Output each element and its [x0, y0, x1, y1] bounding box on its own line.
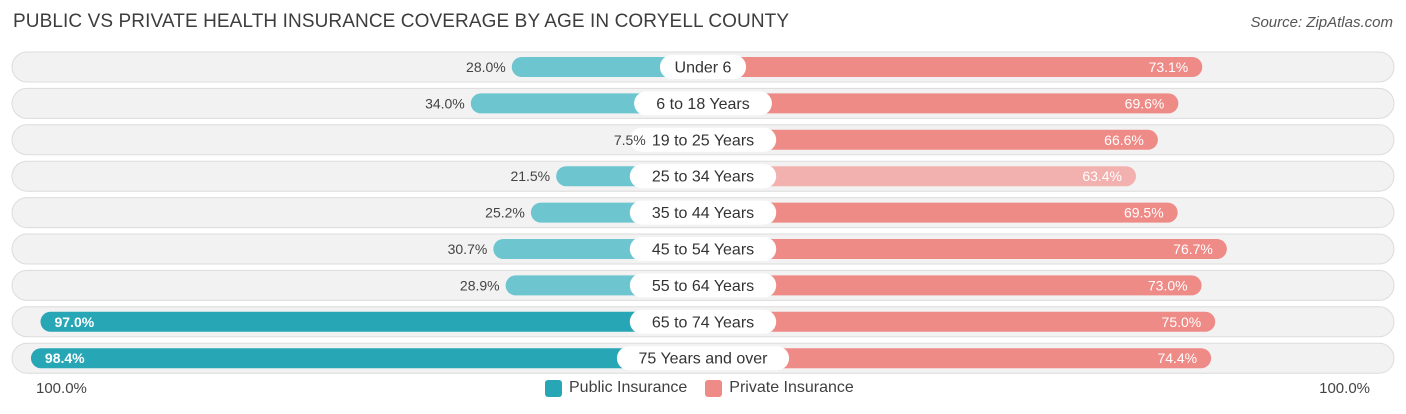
category-label: 55 to 64 Years	[652, 278, 754, 295]
bar-private	[703, 129, 1158, 150]
value-label-public: 25.2%	[485, 205, 525, 221]
category-label: 45 to 54 Years	[652, 242, 754, 259]
bar-private	[703, 348, 1212, 369]
value-label-private: 73.0%	[1148, 277, 1188, 293]
value-label-public: 21.5%	[510, 168, 550, 184]
category-label: 6 to 18 Years	[656, 96, 749, 113]
category-pill	[634, 91, 772, 116]
bar-public	[30, 348, 704, 369]
bar-private	[703, 93, 1179, 114]
category-label: 75 Years and over	[639, 351, 769, 368]
chart-title: PUBLIC VS PRIVATE HEALTH INSURANCE COVER…	[13, 11, 790, 32]
bar-private	[703, 275, 1202, 296]
category-label: 65 to 74 Years	[652, 314, 754, 331]
category-pill	[629, 164, 777, 189]
bar-private	[703, 239, 1227, 259]
bar-public	[40, 311, 704, 332]
category-pill	[659, 55, 747, 79]
value-label-public: 7.5%	[614, 132, 646, 148]
bar-private	[703, 166, 1137, 187]
source-note: Source: ZipAtlas.com	[1250, 14, 1393, 31]
legend: Public Insurance Private Insurance	[545, 379, 872, 397]
value-label-private: 66.6%	[1104, 132, 1144, 148]
bar-public	[511, 57, 703, 77]
value-label-public: 28.0%	[466, 59, 506, 75]
category-pill	[629, 309, 777, 334]
legend-swatch-public	[545, 379, 562, 397]
value-label-private: 73.1%	[1149, 59, 1189, 75]
value-label-private: 63.4%	[1082, 168, 1122, 184]
category-label: 19 to 25 Years	[652, 132, 754, 149]
category-pill	[629, 127, 777, 152]
category-pill	[629, 273, 777, 298]
legend-item-public: Public Insurance	[545, 379, 687, 397]
legend-item-private: Private Insurance	[705, 379, 854, 397]
value-label-private: 74.4%	[1157, 350, 1197, 366]
category-pill	[629, 237, 777, 261]
value-label-private: 69.6%	[1125, 95, 1165, 111]
category-pill	[616, 346, 790, 371]
value-label-public: 98.4%	[45, 350, 85, 366]
axis-label-right: 100.0%	[1319, 380, 1370, 397]
value-label-public: 28.9%	[460, 277, 500, 293]
value-label-public: 97.0%	[54, 314, 94, 330]
legend-label-private: Private Insurance	[729, 379, 854, 396]
bar-private	[703, 57, 1203, 77]
value-label-public: 34.0%	[425, 95, 465, 111]
value-label-public: 30.7%	[448, 241, 488, 257]
value-label-private: 75.0%	[1162, 314, 1202, 330]
value-label-private: 76.7%	[1173, 241, 1213, 257]
chart-plot: Under 6 28.0% 73.1% 6 to 18 Years 34.0% 69.6%…	[11, 51, 1395, 374]
category-pill	[629, 200, 777, 225]
bar-private	[703, 311, 1216, 332]
value-label-private: 69.5%	[1124, 205, 1164, 221]
category-label: 35 to 44 Years	[652, 205, 754, 222]
legend-swatch-private	[705, 379, 723, 397]
bar-private	[703, 202, 1178, 223]
legend-label-public: Public Insurance	[569, 379, 688, 396]
axis-label-left: 100.0%	[36, 380, 87, 397]
category-label: 25 to 34 Years	[652, 169, 754, 186]
category-label: Under 6	[675, 60, 732, 77]
